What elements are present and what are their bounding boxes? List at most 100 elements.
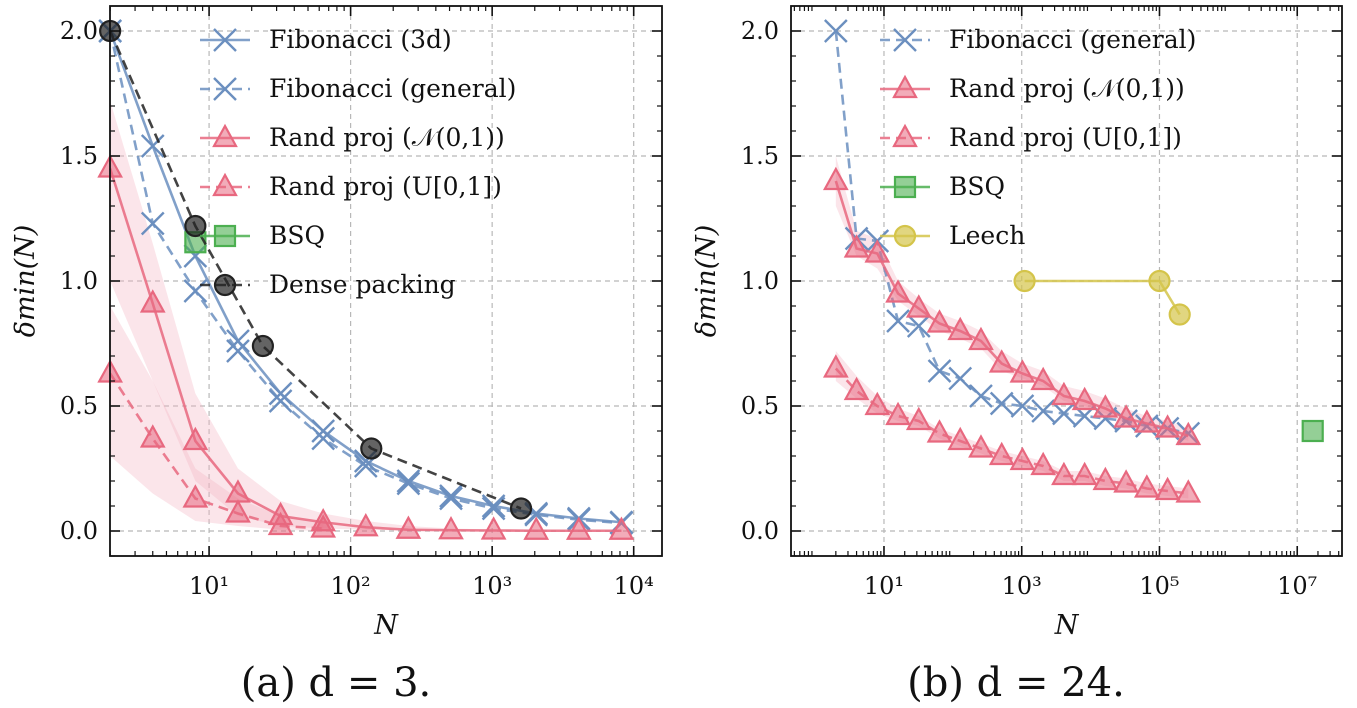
data-point bbox=[311, 419, 336, 443]
data-point bbox=[926, 309, 953, 333]
y-axis-label: δmin(N) bbox=[10, 225, 41, 338]
data-point bbox=[251, 334, 274, 358]
legend-marker bbox=[892, 74, 918, 99]
data-point bbox=[843, 234, 870, 258]
data-point bbox=[1071, 461, 1098, 486]
data-point bbox=[523, 516, 550, 540]
y-tick-label: 2.0 bbox=[741, 17, 779, 45]
data-point bbox=[968, 434, 994, 458]
data-point bbox=[864, 391, 891, 416]
data-point bbox=[1031, 399, 1056, 423]
y-tick-label: 1.5 bbox=[741, 142, 779, 170]
data-point bbox=[1071, 386, 1098, 411]
y-tick-label: 0.5 bbox=[741, 392, 779, 420]
data-point bbox=[1168, 303, 1191, 326]
data-point bbox=[906, 314, 931, 338]
data-point bbox=[969, 384, 993, 408]
x-tick-label: 10¹ bbox=[189, 572, 229, 600]
data-point bbox=[396, 471, 421, 496]
legend-marker bbox=[893, 28, 917, 52]
data-point bbox=[948, 366, 973, 391]
data-point bbox=[481, 496, 506, 521]
legend-marker bbox=[892, 123, 918, 148]
data-point bbox=[360, 437, 383, 460]
data-point bbox=[947, 316, 974, 341]
series-line bbox=[108, 30, 522, 510]
data-point bbox=[1092, 466, 1119, 491]
data-point bbox=[1133, 474, 1160, 498]
legend-marker bbox=[893, 175, 917, 199]
legend-label: BSQ bbox=[269, 221, 325, 250]
panel-caption: (b) d = 24. bbox=[907, 660, 1125, 706]
data-point bbox=[352, 512, 379, 537]
data-point bbox=[947, 426, 974, 451]
legend-label: Rand proj (𝒩(0,1)) bbox=[949, 74, 1185, 103]
data-point bbox=[481, 494, 506, 518]
data-point bbox=[439, 486, 463, 511]
y-tick-label: 2.0 bbox=[60, 17, 98, 45]
data-point bbox=[1092, 394, 1119, 418]
x-axis-label: N bbox=[373, 610, 399, 641]
legend-label: Fibonacci (general) bbox=[949, 25, 1196, 54]
data-point bbox=[396, 469, 421, 493]
x-tick-label: 10³ bbox=[1002, 572, 1042, 600]
legend-label: Fibonacci (3d) bbox=[269, 25, 452, 54]
data-point bbox=[1052, 401, 1076, 426]
data-point bbox=[139, 289, 166, 313]
data-point bbox=[480, 516, 507, 540]
data-point bbox=[1009, 359, 1036, 383]
data-point bbox=[927, 359, 952, 383]
data-point bbox=[1113, 404, 1139, 428]
y-tick-label: 1.0 bbox=[60, 267, 98, 295]
data-point bbox=[822, 166, 849, 191]
data-point bbox=[1051, 381, 1077, 406]
legend-marker bbox=[213, 273, 237, 297]
data-point bbox=[885, 279, 911, 303]
series-line bbox=[834, 180, 1189, 438]
x-tick-label: 10⁵ bbox=[1139, 572, 1179, 600]
data-point bbox=[565, 516, 592, 540]
x-tick-label: 10² bbox=[331, 572, 371, 600]
data-point bbox=[988, 349, 1015, 373]
data-point bbox=[184, 214, 207, 238]
data-point bbox=[864, 239, 891, 263]
legend-label: Fibonacci (general) bbox=[269, 74, 516, 103]
data-point bbox=[509, 497, 533, 520]
data-point bbox=[1013, 269, 1036, 293]
legend-marker bbox=[212, 123, 238, 148]
legend-label: Rand proj (U[0,1]) bbox=[949, 123, 1182, 152]
data-point bbox=[310, 514, 337, 538]
y-tick-label: 0.5 bbox=[60, 392, 98, 420]
data-point bbox=[438, 515, 464, 540]
legend-label: Rand proj (𝒩(0,1)) bbox=[269, 123, 505, 152]
data-point bbox=[1133, 409, 1160, 433]
legend-marker bbox=[893, 224, 917, 248]
x-tick-label: 10⁴ bbox=[614, 572, 654, 600]
data-point bbox=[823, 19, 848, 43]
data-point bbox=[843, 376, 870, 401]
y-tick-label: 1.5 bbox=[60, 142, 98, 170]
data-point bbox=[1154, 476, 1181, 501]
legend-label: Rand proj (U[0,1]) bbox=[269, 172, 502, 201]
data-point bbox=[395, 515, 422, 539]
data-point bbox=[822, 354, 849, 378]
data-point bbox=[1030, 366, 1057, 391]
data-point bbox=[439, 484, 463, 508]
data-point bbox=[268, 389, 293, 413]
data-point bbox=[183, 279, 208, 303]
x-tick-label: 10³ bbox=[472, 572, 512, 600]
data-point bbox=[268, 381, 293, 406]
legend-label: Dense packing bbox=[269, 270, 456, 299]
y-tick-label: 0.0 bbox=[741, 517, 779, 545]
data-point bbox=[226, 339, 250, 363]
legend-label: BSQ bbox=[949, 172, 1005, 201]
data-point bbox=[140, 211, 165, 236]
y-tick-label: 1.0 bbox=[741, 267, 779, 295]
data-point bbox=[926, 419, 953, 443]
data-point bbox=[1175, 479, 1202, 503]
data-point bbox=[608, 516, 635, 540]
x-axis-label: N bbox=[1054, 610, 1080, 641]
